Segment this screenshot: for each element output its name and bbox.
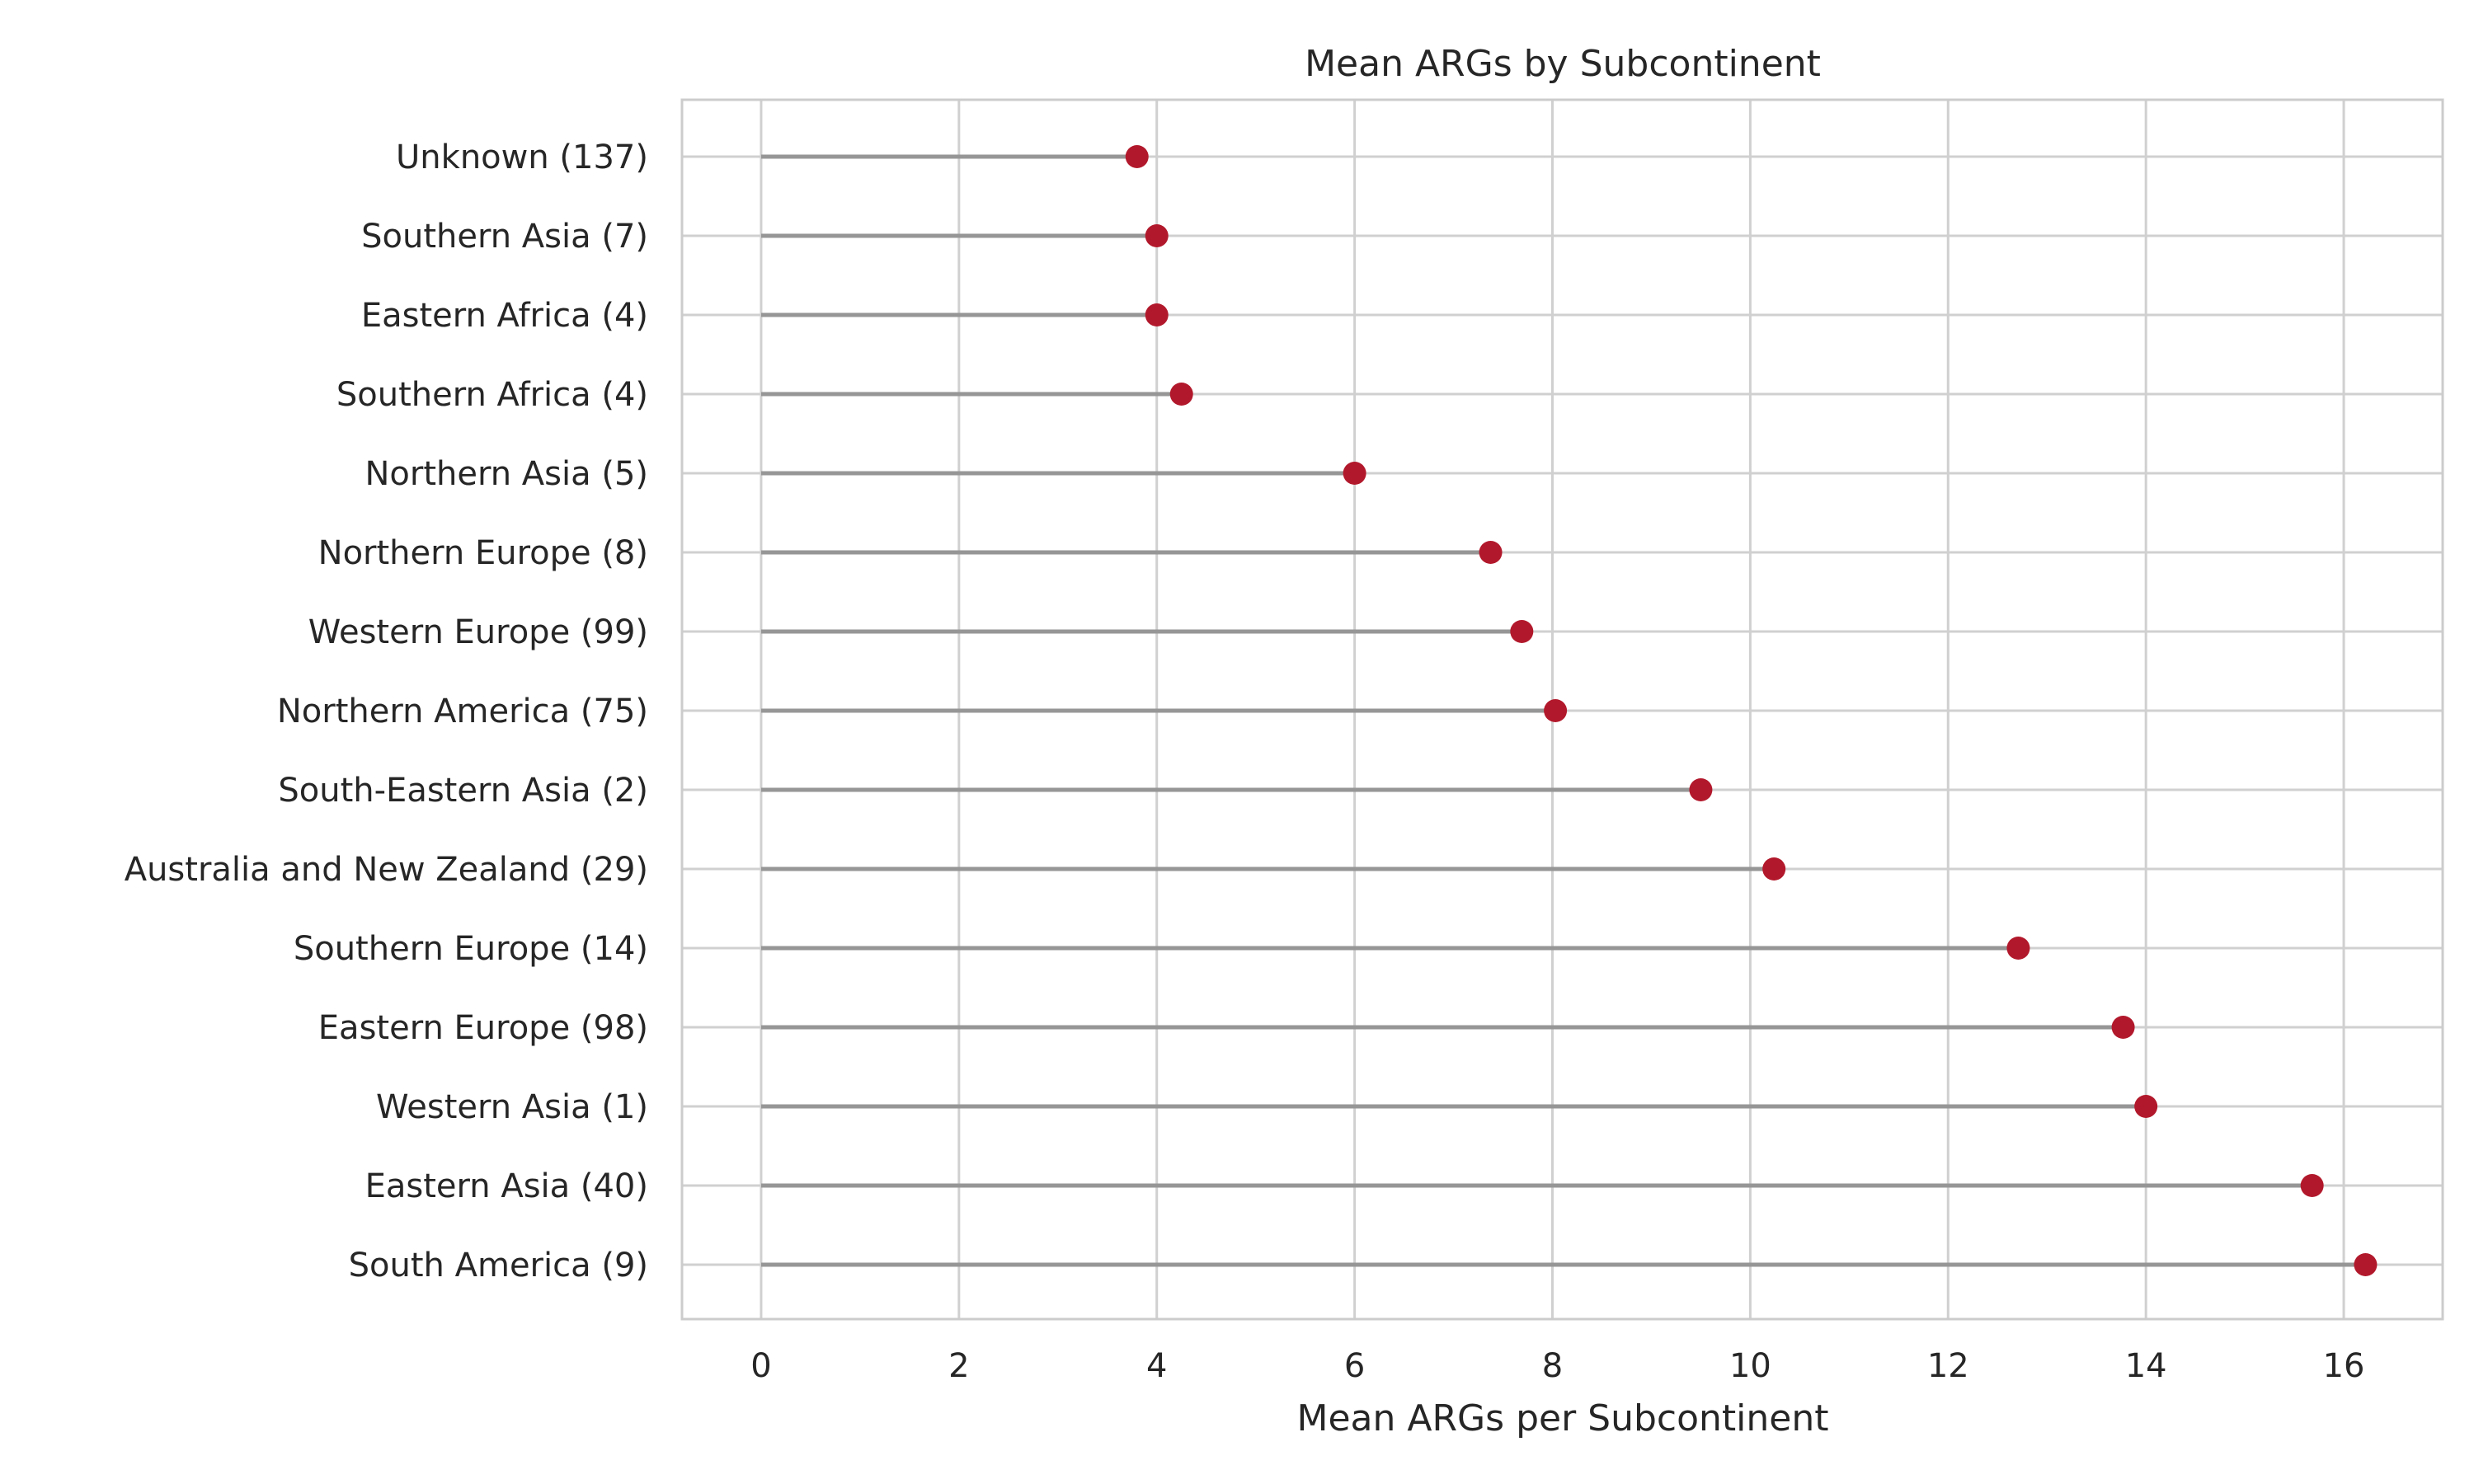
y-axis-tick-labels: Unknown (137) Southern Asia (7) Eastern Af… (125, 139, 648, 1284)
data-point (2134, 1095, 2158, 1118)
y-tick-label: Northern America (75) (277, 693, 648, 730)
y-tick-label: South America (9) (349, 1247, 648, 1284)
data-point (1145, 303, 1169, 326)
y-tick-label: Western Asia (1) (376, 1088, 648, 1126)
y-tick-label: Australia and New Zealand (29) (125, 851, 648, 889)
data-point (1169, 383, 1193, 406)
x-tick-label: 2 (948, 1347, 969, 1385)
y-tick-label: Southern Africa (4) (336, 376, 648, 414)
y-tick-label: Southern Europe (14) (294, 930, 648, 968)
x-tick-label: 8 (1542, 1347, 1563, 1385)
y-tick-label: Northern Europe (8) (318, 534, 648, 572)
x-tick-label: 12 (1927, 1347, 1969, 1385)
lollipop-markers (1125, 145, 2378, 1276)
x-tick-label: 0 (750, 1347, 771, 1385)
data-point (2354, 1253, 2378, 1276)
y-tick-label: Eastern Europe (98) (318, 1009, 648, 1047)
x-tick-label: 6 (1344, 1347, 1365, 1385)
data-point (2300, 1174, 2324, 1197)
data-point (1510, 620, 1534, 643)
data-point (1689, 778, 1713, 801)
chart-title: Mean ARGs by Subcontinent (1305, 43, 1821, 85)
plot-frame (680, 98, 2444, 1321)
y-tick-label: Eastern Asia (40) (365, 1167, 648, 1205)
x-tick-label: 16 (2323, 1347, 2365, 1385)
data-point (1145, 224, 1169, 247)
y-tick-label: Western Europe (99) (308, 613, 648, 651)
x-tick-label: 10 (1729, 1347, 1771, 1385)
y-tick-label: Unknown (137) (396, 139, 648, 176)
data-point (1479, 541, 1503, 564)
x-tick-label: 14 (2125, 1347, 2167, 1385)
y-tick-label: Southern Asia (7) (361, 218, 648, 256)
y-tick-label: South-Eastern Asia (2) (278, 772, 648, 810)
data-point (1762, 857, 1786, 881)
x-axis-label: Mean ARGs per Subcontinent (1297, 1397, 1829, 1439)
data-point (1343, 462, 1366, 485)
x-axis-tick-labels: 0 2 4 6 8 10 12 14 16 (750, 1347, 2364, 1385)
data-point (1544, 699, 1568, 722)
lollipop-stems (760, 154, 2366, 1267)
x-tick-label: 4 (1146, 1347, 1167, 1385)
data-point (1125, 145, 1149, 168)
y-tick-label: Northern Asia (5) (365, 455, 649, 493)
data-point (2006, 937, 2030, 960)
data-point (2111, 1016, 2135, 1039)
y-tick-label: Eastern Africa (4) (361, 297, 648, 335)
